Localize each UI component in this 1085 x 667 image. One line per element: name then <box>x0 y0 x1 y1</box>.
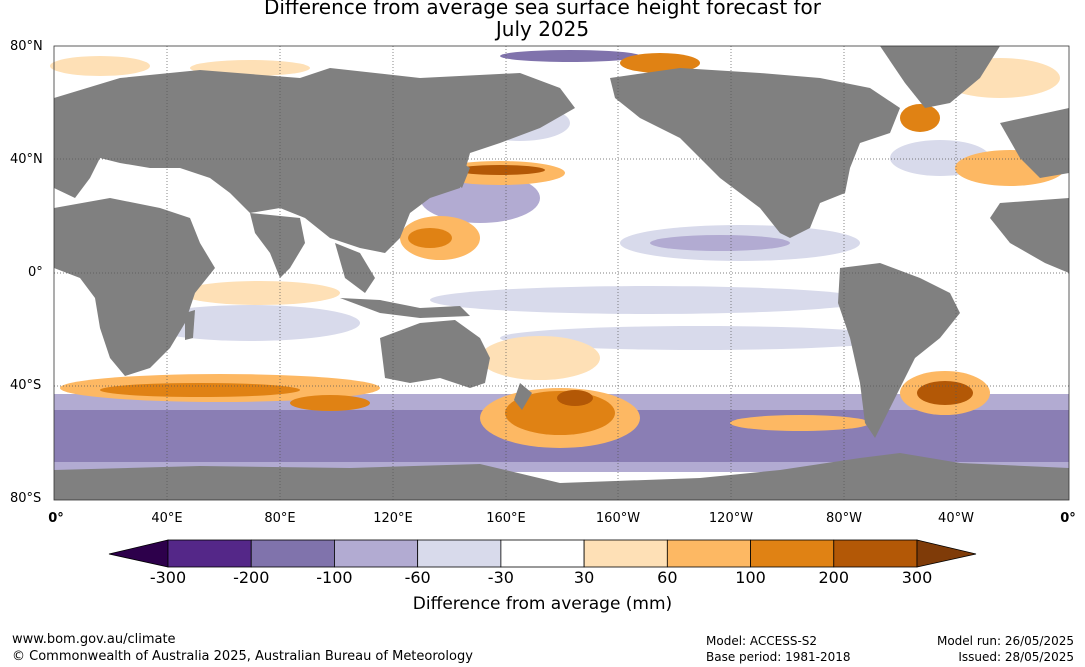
colorbar-title: Difference from average (mm) <box>412 594 673 614</box>
lon-label-0-right: 0° <box>1060 511 1076 526</box>
indian-ocean-band <box>140 305 360 341</box>
colorbar-tick-label: 200 <box>818 568 850 587</box>
land-masses <box>54 46 1069 500</box>
landmass-indonesia <box>340 298 470 318</box>
colorbar-segments <box>167 539 918 568</box>
colorbar-tick-label: -30 <box>487 568 514 587</box>
lon-label-160e: 160°E <box>486 511 526 526</box>
issued-date: Issued: 28/05/2025 <box>958 650 1074 664</box>
lat-label-40n: 40°N <box>10 152 43 167</box>
map-container <box>0 38 1085 518</box>
model-name: Model: ACCESS-S2 <box>706 634 818 648</box>
colorbar-arrow-left <box>108 539 169 568</box>
colorbar-segment <box>833 539 918 568</box>
colorbar-tick-label: 60 <box>657 568 678 587</box>
colorbar-tick-label: 30 <box>573 568 595 587</box>
landmass-north-america <box>610 68 900 238</box>
colorbar-tick-label: 300 <box>901 568 933 587</box>
west-pacific-warm-core <box>408 228 452 248</box>
south-pacific-strong <box>557 390 593 406</box>
arctic-positive-1 <box>50 56 150 76</box>
landmass-se-asia <box>335 243 375 293</box>
footer-left: www.bom.gov.au/climate © Commonwealth of… <box>12 631 473 665</box>
colorbar-tick-label: -100 <box>316 568 353 587</box>
lon-label-0-left: 0° <box>48 511 64 526</box>
landmass-madagascar <box>185 310 195 340</box>
arctic-negative <box>500 50 640 62</box>
landmass-south-america <box>838 263 960 438</box>
kuroshio-strong <box>455 165 545 175</box>
lon-label-40e: 40°E <box>151 511 183 526</box>
base-period: Base period: 1981-2018 <box>706 650 851 664</box>
landmass-greenland <box>880 46 1000 108</box>
colorbar-segment <box>417 539 502 568</box>
title-line-2: July 2025 <box>495 17 590 41</box>
colorbar-segment <box>583 539 668 568</box>
colorbar-tick-label: -60 <box>404 568 431 587</box>
lat-label-80s: 80°S <box>10 491 42 506</box>
south-indian-core <box>290 395 370 411</box>
lon-label-120w: 120°W <box>708 511 754 526</box>
landmass-europe-wrap <box>1000 108 1069 178</box>
landmass-eurasia <box>54 68 575 253</box>
footer-model-info: Model: ACCESS-S2 Base period: 1981-2018 <box>706 633 851 665</box>
copyright-text: © Commonwealth of Australia 2025, Austra… <box>12 649 473 664</box>
colorbar-segment <box>500 539 585 568</box>
colorbar-tick-label: -300 <box>149 568 187 587</box>
landmass-africa <box>54 198 215 376</box>
graticule <box>54 46 1069 500</box>
landmass-india <box>250 213 305 278</box>
south-atlantic-strong <box>917 381 973 405</box>
lat-label-40s: 40°S <box>10 378 42 393</box>
colorbar-tick-label: 100 <box>735 568 766 587</box>
agulhas-core <box>100 383 300 397</box>
colorbar-segment <box>666 539 751 568</box>
footer-dates: Model run: 26/05/2025 Issued: 28/05/2025 <box>937 633 1074 665</box>
lon-label-120e: 120°E <box>373 511 413 526</box>
lat-label-0: 0° <box>28 265 43 280</box>
anomaly-field <box>50 50 1069 472</box>
landmass-antarctica <box>54 453 1069 500</box>
indian-ocean-warm <box>180 281 340 305</box>
south-pacific-band-2 <box>500 326 900 350</box>
chart-title: Difference from average sea surface heig… <box>0 0 1085 40</box>
colorbar-tick-label: -200 <box>233 568 270 587</box>
colorbar-segment <box>250 539 335 568</box>
colorbar <box>108 539 977 568</box>
title-line-1: Difference from average sea surface heig… <box>263 0 822 19</box>
lat-label-80n: 80°N <box>10 39 43 54</box>
landmass-new-zealand <box>514 383 532 410</box>
lon-label-160w: 160°W <box>595 511 641 526</box>
lon-label-80w: 80°W <box>826 511 862 526</box>
model-run-date: Model run: 26/05/2025 <box>936 634 1074 648</box>
south-pacific-east-warm <box>730 415 870 431</box>
website-link[interactable]: www.bom.gov.au/climate <box>12 632 176 647</box>
landmass-japan <box>450 158 470 188</box>
labrador-positive <box>900 104 940 132</box>
colorbar-segment <box>750 539 835 568</box>
lon-label-80e: 80°E <box>264 511 296 526</box>
tasman-warm <box>480 336 600 380</box>
map-frame <box>53 45 1070 501</box>
south-pacific-band <box>430 286 870 314</box>
world-map <box>50 45 1070 501</box>
landmass-west-africa-wrap <box>990 198 1069 273</box>
colorbar-arrow-right <box>916 539 977 568</box>
landmass-australia <box>380 320 490 388</box>
lon-label-40w: 40°W <box>938 511 974 526</box>
east-pacific-core <box>650 235 790 251</box>
colorbar-segment <box>334 539 419 568</box>
colorbar-segment <box>167 539 252 568</box>
